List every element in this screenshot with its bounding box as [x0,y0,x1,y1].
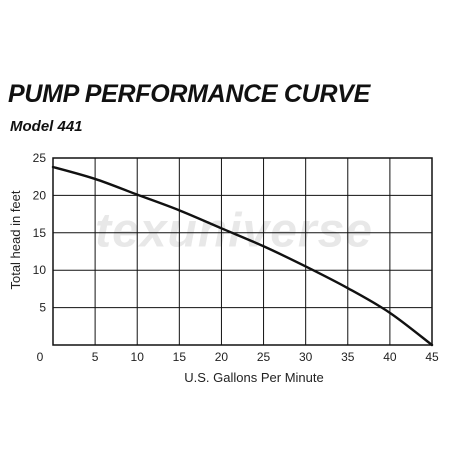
y-tick-label: 5 [39,301,46,315]
y-tick-label: 15 [33,226,47,240]
performance-curve [51,165,434,347]
y-axis-label: Total head in feet [8,190,23,289]
x-tick-label: 30 [299,350,313,364]
x-tick-label: 5 [92,350,99,364]
x-tick-label: 45 [425,350,439,364]
x-tick-label: 40 [383,350,397,364]
x-tick-label: 0 [37,350,44,364]
y-tick-label: 10 [33,263,47,277]
x-tick-label: 25 [257,350,271,364]
x-axis-label: U.S. Gallons Per Minute [184,370,323,385]
y-tick-label: 20 [33,188,47,202]
plot-frame [52,157,433,346]
watermark-text: texuniverse [95,204,373,257]
y-tick-label: 25 [33,151,47,165]
x-tick-label: 20 [215,350,229,364]
x-tick-label: 10 [131,350,145,364]
chart-title: PUMP PERFORMANCE CURVE [8,80,370,108]
x-tick-label: 35 [341,350,355,364]
chart-subtitle: Model 441 [10,118,83,135]
x-tick-label: 15 [173,350,187,364]
